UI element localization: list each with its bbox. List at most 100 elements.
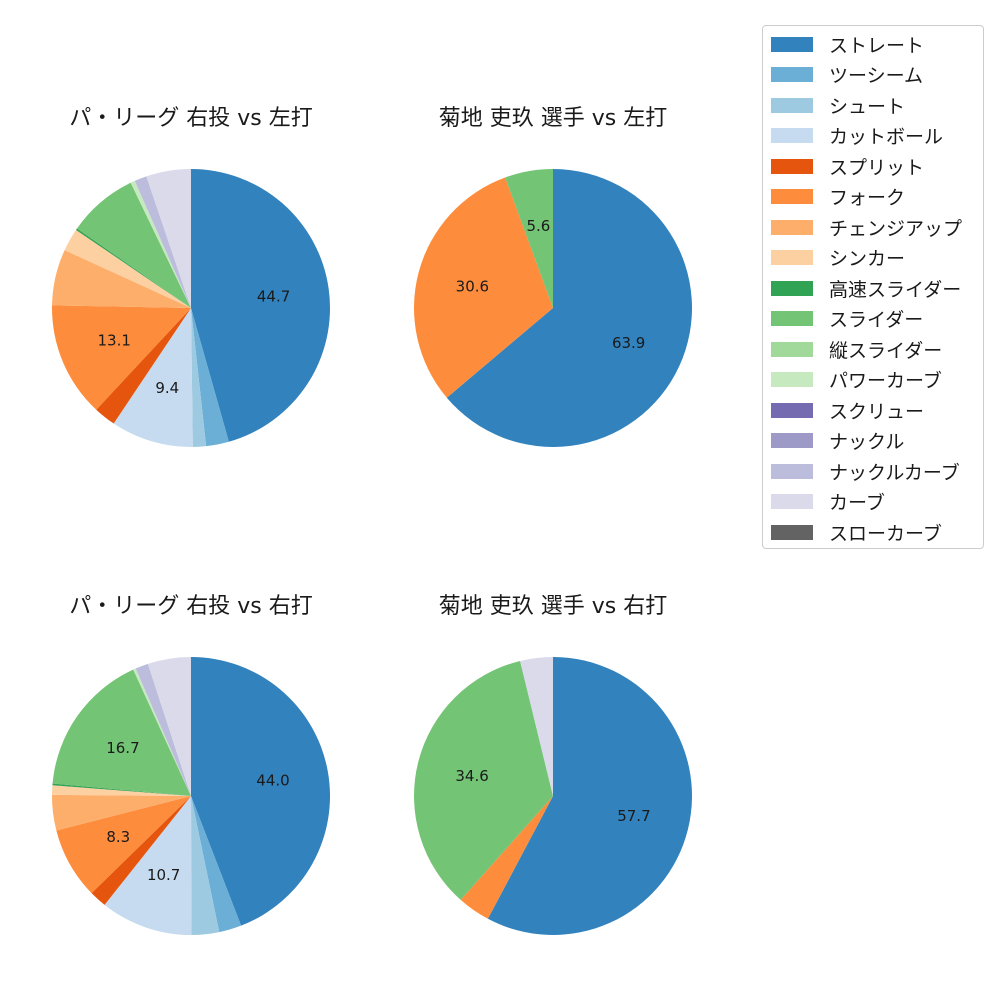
pie-slice-4-1 (487, 657, 692, 935)
legend-item: 高速スライダー (771, 277, 962, 301)
legend-item: パワーカーブ (771, 369, 942, 392)
pie-chart-4: 57.7 34.6 (413, 657, 692, 935)
pie-slice-1-1 (191, 168, 331, 442)
chart-title-4: 菊地 吏玖 選手 vs 右打 (439, 594, 667, 619)
legend-swatch (771, 67, 813, 82)
legend-label: フォーク (829, 187, 906, 209)
pie-label-4-1: 57.7 (617, 807, 650, 825)
pie-label-2-1: 63.9 (612, 334, 645, 352)
pie-label-1-6: 13.1 (98, 332, 131, 350)
pie-chart-3: 44.0 10.7 8.3 16.7 (52, 657, 330, 936)
legend-item: シンカー (771, 247, 906, 270)
legend-item: シュート (771, 94, 905, 118)
pie-slice-3-8 (52, 785, 191, 796)
legend-swatch (771, 189, 813, 204)
pie-chart-2: 63.9 30.6 5.6 (414, 169, 693, 447)
legend-swatch (771, 494, 813, 509)
pie-label-3-4: 10.7 (147, 866, 180, 884)
pie-slice-4-4 (520, 657, 553, 796)
legend-label: シンカー (829, 248, 906, 270)
legend-item: 縦スライダー (771, 338, 943, 362)
pie-slice-4-3 (413, 660, 553, 900)
pie-slice-3-16 (147, 657, 191, 796)
legend-swatch (771, 250, 813, 265)
pie-slice-2-2 (414, 177, 553, 398)
legend-swatch (771, 311, 813, 326)
legend-swatch (771, 97, 813, 113)
pie-label-2-2: 30.6 (456, 278, 489, 296)
pie-label-2-3: 5.6 (526, 217, 550, 235)
legend-item: カーブ (771, 491, 885, 514)
pie-slice-2-1 (446, 169, 693, 447)
legend-item: スライダー (771, 308, 924, 331)
legend-label: ナックル (829, 431, 905, 453)
pie-slice-1-5 (96, 308, 191, 424)
pie-slice-3-4 (104, 796, 192, 936)
legend-swatch (771, 341, 813, 357)
pie-slice-3-1 (191, 657, 330, 926)
legend-label: パワーカーブ (829, 370, 942, 392)
legend-swatch (771, 128, 813, 143)
legend-swatch (771, 280, 813, 296)
pie-slice-3-7 (52, 794, 191, 831)
pie-label-1-4: 9.4 (155, 379, 179, 397)
legend-label: スライダー (829, 309, 924, 331)
pie-slice-2-3 (505, 169, 553, 308)
pie-slice-3-15 (135, 663, 191, 796)
pie-slice-1-10 (76, 182, 191, 308)
pie-label-3-10: 16.7 (106, 739, 139, 757)
legend-item: チェンジアップ (771, 216, 963, 240)
legend-label: 縦スライダー (829, 339, 943, 362)
legend-swatch (771, 219, 813, 235)
legend-swatch (771, 524, 813, 540)
chart-title-3: パ・リーグ 右投 vs 右打 (69, 594, 312, 619)
legend-item: スプリット (771, 155, 925, 179)
pie-slice-3-3 (191, 796, 220, 935)
legend-label: チェンジアップ (829, 217, 963, 240)
legend-item: スクリュー (771, 399, 925, 423)
legend-item: ストレート (771, 33, 925, 57)
pie-slice-3-9 (52, 783, 192, 796)
pie-slice-1-15 (134, 176, 191, 308)
legend-item: スローカーブ (771, 521, 942, 545)
pie-slice-3-2 (191, 796, 242, 933)
legend-swatch (771, 36, 813, 52)
legend-label: スプリット (829, 156, 925, 179)
pie-slice-3-12 (133, 668, 191, 796)
pie-slice-1-8 (64, 229, 191, 308)
pie-slice-1-7 (52, 250, 191, 308)
legend-label: カットボール (829, 126, 944, 148)
legend-label: ストレート (829, 34, 925, 57)
pie-chart-1: 44.7 9.4 13.1 (52, 168, 331, 448)
pie-slice-3-6 (56, 796, 191, 894)
legend-swatch (771, 433, 813, 448)
chart-title-2: 菊地 吏玖 選手 vs 左打 (439, 106, 667, 131)
pie-slice-1-2 (191, 308, 229, 447)
legend-label: 高速スライダー (829, 278, 962, 301)
pie-label-1-1: 44.7 (257, 288, 290, 306)
pie-label-4-3: 34.6 (455, 767, 488, 785)
pie-slice-4-2 (460, 796, 553, 919)
pie-slice-1-12 (130, 180, 191, 308)
legend-label: スクリュー (829, 400, 925, 423)
pie-slice-1-3 (191, 308, 207, 447)
chart-title-1: パ・リーグ 右投 vs 左打 (69, 106, 312, 131)
legend-swatch (771, 402, 813, 418)
legend-item: フォーク (771, 186, 906, 209)
pie-slice-1-9 (75, 228, 191, 308)
pie-slice-1-6 (52, 305, 191, 410)
legend-label: ツーシーム (829, 65, 924, 87)
pie-slice-1-16 (146, 169, 191, 308)
legend-item: ナックル (771, 430, 905, 453)
legend: ストレートツーシームシュートカットボール スプリットフォークチェンジアップ シンカー… (762, 25, 984, 549)
pie-slice-1-4 (113, 308, 193, 448)
pie-slice-3-5 (91, 796, 191, 905)
legend-item: カットボール (771, 125, 944, 148)
legend-item: ナックルカーブ (771, 460, 960, 484)
legend-swatch (771, 158, 813, 174)
pie-label-3-6: 8.3 (106, 828, 130, 846)
legend-item: ツーシーム (771, 64, 924, 87)
pie-slice-3-10 (52, 669, 191, 796)
pie-label-3-1: 44.0 (256, 772, 289, 790)
